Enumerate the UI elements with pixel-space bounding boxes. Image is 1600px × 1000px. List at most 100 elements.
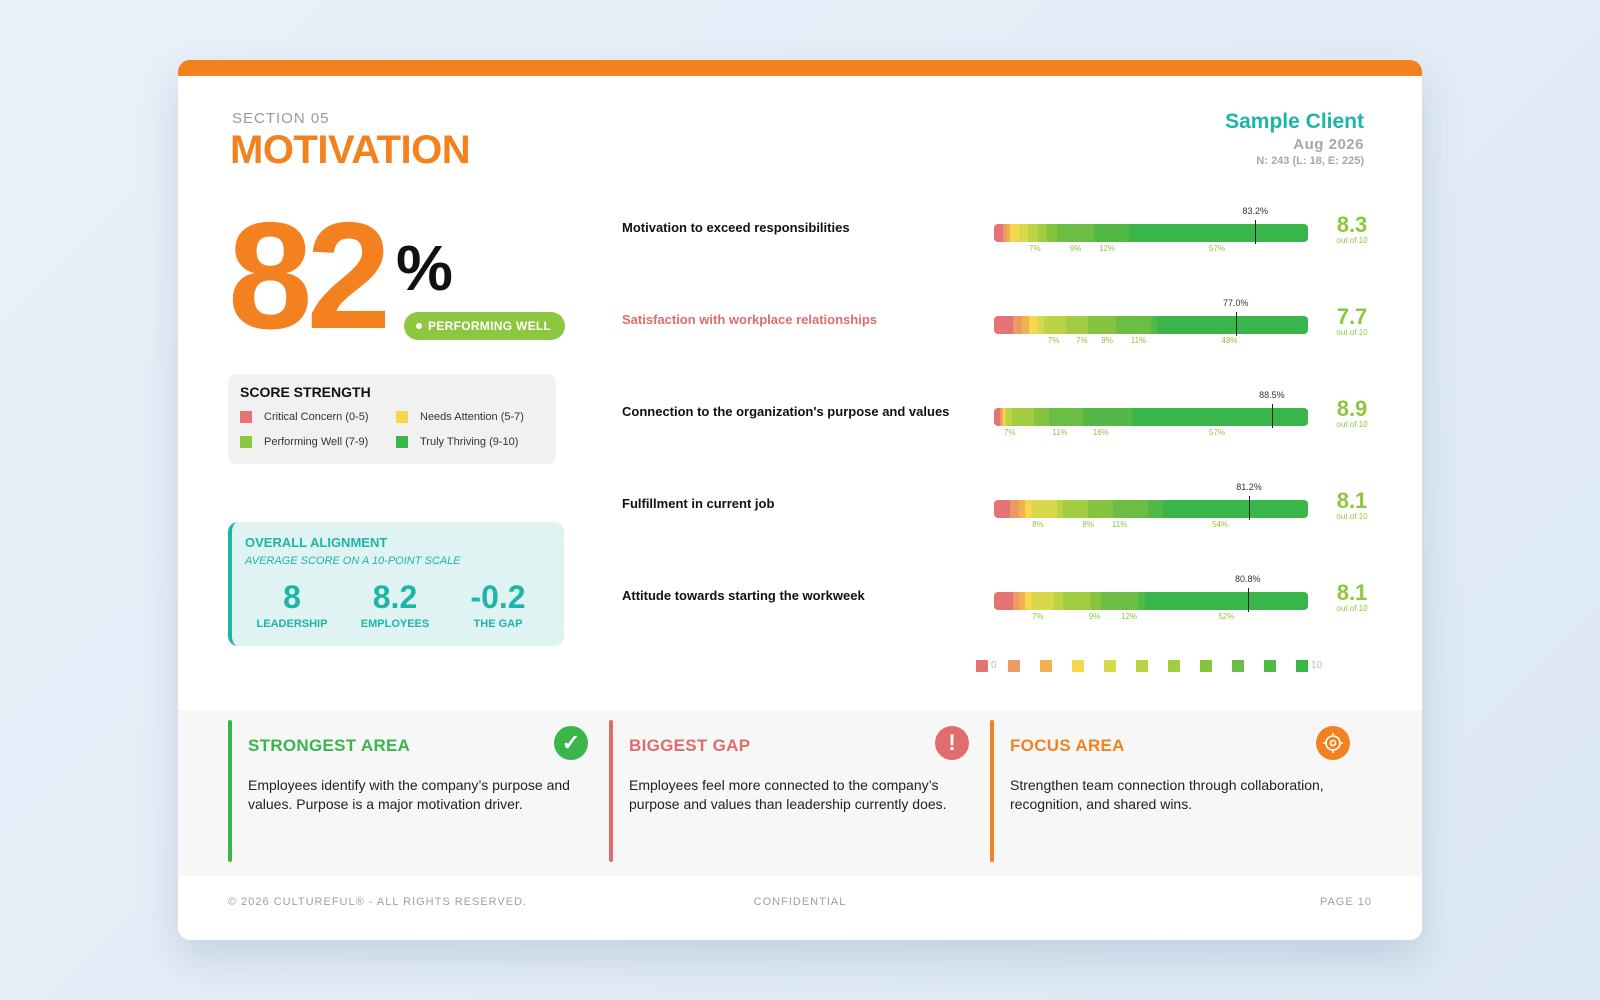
scale-max-label: 10 [1311,660,1323,671]
bar-segment [1100,592,1139,610]
bar-segment [1116,316,1151,334]
confidential-label: CONFIDENTIAL [753,896,847,908]
segment-percent-label: 54% [1212,520,1229,529]
top-box-marker [1235,312,1237,336]
legend-item: Critical Concern (0-5) [240,411,369,423]
segment-percent-label: 48% [1221,336,1238,345]
legend-label: Performing Well (7-9) [264,436,369,448]
score-scale: out of 10 [1336,236,1368,245]
segment-percent-label: 57% [1208,428,1225,437]
bar-track [994,224,1308,242]
score-scale: out of 10 [1336,328,1368,337]
badge-dot [416,323,422,329]
insights-section: STRONGEST AREA ✓ Employees identify with… [178,710,1422,876]
target-icon [1316,726,1350,760]
score-strength-legend: SCORE STRENGTH Critical Concern (0-5) Ne… [228,374,556,464]
panel-text: Employees feel more connected to the com… [629,777,947,812]
score-scale: out of 10 [1336,604,1368,613]
status-badge: PERFORMING WELL [404,312,566,340]
page-title: MOTIVATION [230,128,471,172]
metric-employees: 8.2 EMPLOYEES [345,579,445,631]
bar-segment [1037,316,1045,334]
score-value: 8.3 [1336,212,1368,237]
page-number: PAGE 10 [1319,896,1372,908]
segment-percent-label: 12% [1121,612,1138,621]
bar-segment [1006,408,1013,426]
bar-segment [1019,224,1029,242]
bar-segment [1147,500,1164,518]
top-box-label: 77.0% [1223,298,1249,308]
distribution-bar: 83.2% 7% 9% 12% 57% [994,206,1314,253]
bar-segment [1083,408,1133,426]
bar-segment [1001,408,1004,426]
bar-segment [1132,408,1308,426]
question-score: 8.1 out of 10 [1324,488,1380,522]
bar-segment [1163,500,1308,518]
bar-segment [1049,408,1084,426]
bar-segment [1022,316,1029,334]
bar-segment [1157,316,1308,334]
question-label: Satisfaction with workplace relationship… [622,312,878,327]
bar-track [994,592,1308,610]
bar-segment [1063,592,1092,610]
score-value: 7.7 [1336,304,1368,329]
segment-percent-label: 7% [1047,336,1060,345]
bar-segment [1138,592,1145,610]
bar-segment [994,592,1013,610]
panel-title: BIGGEST GAP [629,736,751,755]
segment-percent-label: 57% [1208,244,1225,253]
segment-percent-label: 11% [1111,520,1128,529]
bar-segment [1063,500,1089,518]
bar-segment [1009,224,1020,242]
scale-swatch [976,660,988,672]
score-value: 8.1 [1336,580,1368,605]
segment-percent-label: 7% [1003,428,1016,437]
score-scale: out of 10 [1336,512,1368,521]
metric-label: EMPLOYEES [360,618,430,631]
scale-swatch [1232,660,1244,672]
percent-sign: % [396,232,453,304]
bar-segment [1012,408,1034,426]
top-box-label: 88.5% [1259,390,1285,400]
bar-segment [994,500,1010,518]
scale-swatch [1264,660,1276,672]
question-score: 8.9 out of 10 [1324,396,1380,430]
distribution-bar: 81.2% 8% 8% 11% 54% [994,482,1314,529]
panel-text: Strengthen team connection through colla… [1010,777,1324,812]
alignment-title: OVERALL ALIGNMENT [245,535,388,550]
metric-leadership: 8 LEADERSHIP [242,579,342,631]
bar-segment [1031,500,1057,518]
legend-swatch [240,436,252,448]
metric-label: LEADERSHIP [256,618,328,631]
top-box-marker [1271,404,1273,428]
bar-segment [1056,500,1063,518]
metric-value: 8.2 [372,579,418,615]
panel-rule [990,720,994,862]
distribution-bar: 77.0% 7% 7% 9% 11% 48% [994,298,1314,345]
segment-percent-label: 8% [1082,520,1094,529]
top-box-label: 81.2% [1236,482,1262,492]
bar-segment [994,224,1004,242]
score-value: 8.1 [1336,488,1368,513]
target-icon-graphic [1323,733,1343,753]
distribution-bar: 80.8% 7% 9% 12% 52% [994,574,1314,621]
bar-segment [1019,592,1026,610]
segment-percent-label: 12% [1099,244,1116,253]
panel-biggest-gap: BIGGEST GAP ! Employees feel more connec… [609,720,969,862]
scale-swatch [1008,660,1020,672]
legend-label: Needs Attention (5-7) [420,411,524,423]
segment-percent-label: 16% [1092,428,1109,437]
scale-min-label: 0 [991,660,997,671]
panel-title: FOCUS AREA [1010,736,1125,755]
legend-title: SCORE STRENGTH [240,384,371,400]
legend-swatch [396,436,408,448]
bar-segment [994,316,1013,334]
question-label: Connection to the organization's purpose… [622,404,950,419]
segment-percent-label: 7% [1032,612,1044,621]
bar-segment [1113,500,1148,518]
scale-swatch [1168,660,1180,672]
bar-segment [1128,224,1308,242]
score-value: 8.9 [1336,396,1368,421]
question-label: Fulfillment in current job [622,496,775,511]
bar-segment [1037,224,1048,242]
